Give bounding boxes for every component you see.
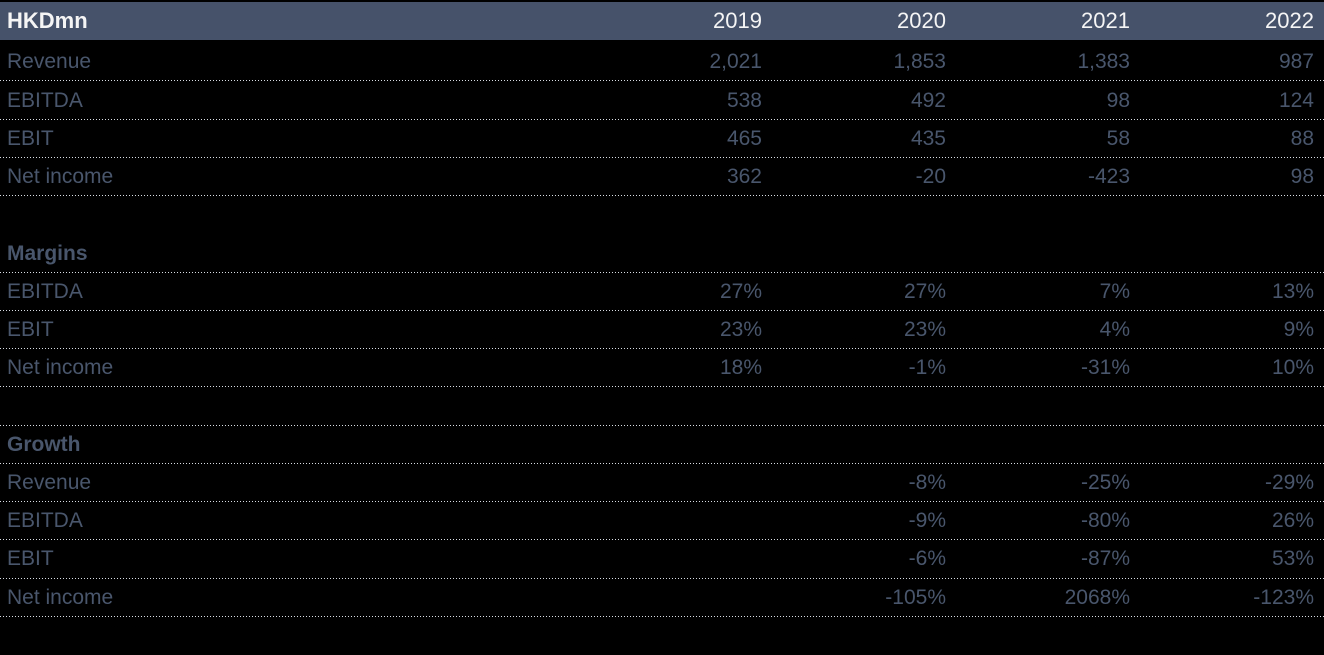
row-label: Net income xyxy=(7,165,114,189)
cell-value: 2068% xyxy=(1064,585,1130,609)
cell-value: 987 xyxy=(1278,50,1314,74)
cell-value: 27% xyxy=(719,279,762,303)
cell-value: 98 xyxy=(1290,165,1314,189)
table-row-revenue: Revenue 2,021 1,853 1,383 987 xyxy=(0,43,1324,82)
cell-value: 9% xyxy=(1283,317,1314,341)
row-label: EBIT xyxy=(7,317,54,341)
cell-value: -6% xyxy=(908,547,946,571)
spacer-row xyxy=(0,387,1324,426)
cell-value: -31% xyxy=(1080,356,1130,380)
table-row-ebit-margin: EBIT 23% 23% 4% 9% xyxy=(0,311,1324,350)
spacer-row xyxy=(0,617,1324,655)
cell-value: 492 xyxy=(910,88,946,112)
column-header-2019: 2019 xyxy=(713,8,762,34)
cell-value: 7% xyxy=(1099,279,1130,303)
cell-value: -80% xyxy=(1080,509,1130,533)
row-label: EBIT xyxy=(7,547,54,571)
row-label: EBITDA xyxy=(7,509,83,533)
cell-value: 124 xyxy=(1278,88,1314,112)
cell-value: 465 xyxy=(726,126,762,150)
table-row-net-income: Net income 362 -20 -423 98 xyxy=(0,158,1324,197)
section-title: Margins xyxy=(7,241,88,265)
column-header-2022: 2022 xyxy=(1265,8,1314,34)
cell-value: -8% xyxy=(908,470,946,494)
cell-value: -25% xyxy=(1080,470,1130,494)
cell-value: -123% xyxy=(1253,585,1314,609)
row-label: Net income xyxy=(7,585,114,609)
cell-value: 435 xyxy=(910,126,946,150)
table-row-ebitda-margin: EBITDA 27% 27% 7% 13% xyxy=(0,273,1324,312)
row-label: Revenue xyxy=(7,50,92,74)
cell-value: -1% xyxy=(908,356,946,380)
cell-value: 2,021 xyxy=(709,50,762,74)
table-header-row: HKDmn 2019 2020 2021 2022 xyxy=(0,0,1324,44)
cell-value: 538 xyxy=(726,88,762,112)
cell-value: 23% xyxy=(903,317,946,341)
row-label: Revenue xyxy=(7,470,92,494)
cell-value: -9% xyxy=(908,509,946,533)
row-label: EBIT xyxy=(7,126,54,150)
row-label: EBITDA xyxy=(7,279,83,303)
cell-value: 23% xyxy=(719,317,762,341)
section-header-margins: Margins xyxy=(0,234,1324,273)
cell-value: 13% xyxy=(1271,279,1314,303)
table-row-ebit-growth: EBIT -6% -87% 53% xyxy=(0,540,1324,579)
cell-value: 98 xyxy=(1106,88,1130,112)
row-label: EBITDA xyxy=(7,88,83,112)
cell-value: -105% xyxy=(885,585,946,609)
cell-value: 88 xyxy=(1290,126,1314,150)
cell-value: -20 xyxy=(915,165,946,189)
cell-value: 362 xyxy=(726,165,762,189)
section-header-growth: Growth xyxy=(0,426,1324,465)
table-row-ebit: EBIT 465 435 58 88 xyxy=(0,120,1324,159)
table-row-net-income-growth: Net income -105% 2068% -123% xyxy=(0,579,1324,617)
cell-value: -423 xyxy=(1087,165,1130,189)
cell-value: 10% xyxy=(1271,356,1314,380)
cell-value: 1,383 xyxy=(1077,50,1130,74)
row-label: Net income xyxy=(7,356,114,380)
column-header-2021: 2021 xyxy=(1081,8,1130,34)
table-row-net-income-margin: Net income 18% -1% -31% 10% xyxy=(0,349,1324,388)
cell-value: 26% xyxy=(1271,509,1314,533)
section-title: Growth xyxy=(7,432,81,456)
column-header-2020: 2020 xyxy=(897,8,946,34)
cell-value: 58 xyxy=(1106,126,1130,150)
table-row-ebitda-growth: EBITDA -9% -80% 26% xyxy=(0,502,1324,541)
table-row-ebitda: EBITDA 538 492 98 124 xyxy=(0,81,1324,120)
cell-value: 53% xyxy=(1271,547,1314,571)
cell-value: 1,853 xyxy=(893,50,946,74)
cell-value: 4% xyxy=(1099,317,1130,341)
cell-value: 18% xyxy=(719,356,762,380)
cell-value: -29% xyxy=(1264,470,1314,494)
unit-label: HKDmn xyxy=(7,8,88,34)
cell-value: 27% xyxy=(903,279,946,303)
table-row-revenue-growth: Revenue -8% -25% -29% xyxy=(0,464,1324,503)
spacer-row xyxy=(0,196,1324,234)
cell-value: -87% xyxy=(1080,547,1130,571)
